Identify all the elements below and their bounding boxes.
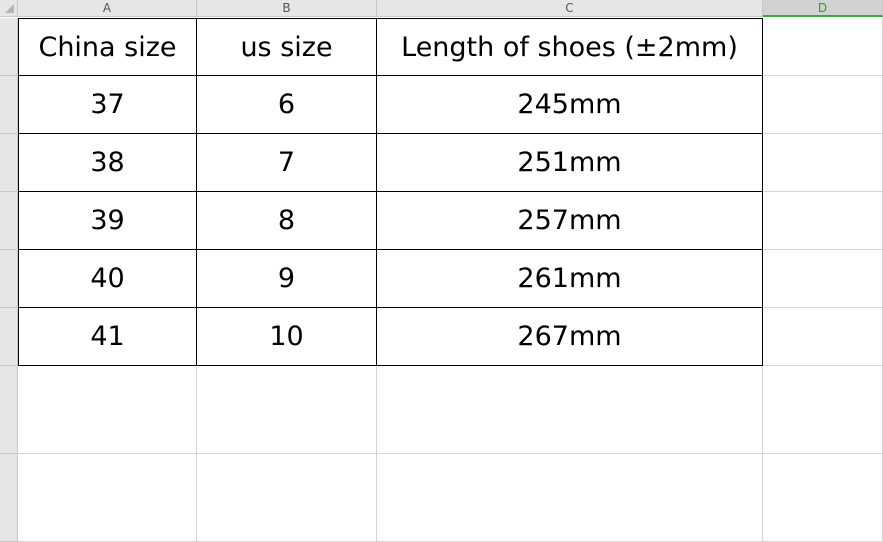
table-cell[interactable]: 39 xyxy=(18,192,197,250)
row-header-5[interactable]: 5 xyxy=(0,250,18,308)
empty-cell[interactable] xyxy=(763,454,883,542)
table-header-cell[interactable]: China size xyxy=(18,18,197,76)
table-cell[interactable]: 251mm xyxy=(377,134,763,192)
column-header-b[interactable]: B xyxy=(197,0,377,17)
empty-cell[interactable] xyxy=(197,366,377,454)
empty-cell[interactable] xyxy=(763,308,883,366)
empty-cell[interactable] xyxy=(197,454,377,542)
empty-cell[interactable] xyxy=(763,192,883,250)
row-header-7[interactable]: 7 xyxy=(0,366,18,454)
select-all-button[interactable] xyxy=(0,0,18,17)
row-number: 5 xyxy=(0,272,6,286)
row-number: 1 xyxy=(0,40,6,54)
row-header-3[interactable]: 3 xyxy=(0,134,18,192)
table-cell[interactable]: 37 xyxy=(18,76,197,134)
empty-cell[interactable] xyxy=(763,76,883,134)
empty-cell[interactable] xyxy=(377,366,763,454)
table-cell[interactable]: 40 xyxy=(18,250,197,308)
empty-cell[interactable] xyxy=(18,366,197,454)
column-header-a[interactable]: A xyxy=(18,0,197,17)
table-cell[interactable]: 6 xyxy=(197,76,377,134)
row-number: 6 xyxy=(0,330,6,344)
row-header-6[interactable]: 6 xyxy=(0,308,18,366)
table-cell[interactable]: 41 xyxy=(18,308,197,366)
table-cell[interactable]: 261mm xyxy=(377,250,763,308)
table-cell[interactable]: 10 xyxy=(197,308,377,366)
table-cell[interactable]: 38 xyxy=(18,134,197,192)
table-header-cell[interactable]: us size xyxy=(197,18,377,76)
empty-cell[interactable] xyxy=(763,18,883,76)
row-header-8[interactable]: 8 xyxy=(0,454,18,542)
row-header-2[interactable]: 2 xyxy=(0,76,18,134)
empty-cell[interactable] xyxy=(763,134,883,192)
row-header-4[interactable]: 4 xyxy=(0,192,18,250)
empty-cell[interactable] xyxy=(18,454,197,542)
row-number: 2 xyxy=(0,98,6,112)
table-header-cell[interactable]: Length of shoes (±2mm) xyxy=(377,18,763,76)
table-cell[interactable]: 7 xyxy=(197,134,377,192)
empty-cell[interactable] xyxy=(377,454,763,542)
row-number: 3 xyxy=(0,156,6,170)
table-cell[interactable]: 245mm xyxy=(377,76,763,134)
row-number: 7 xyxy=(0,403,6,417)
row-header-1[interactable]: 1 xyxy=(0,18,18,76)
table-cell[interactable]: 267mm xyxy=(377,308,763,366)
table-cell[interactable]: 8 xyxy=(197,192,377,250)
empty-cell[interactable] xyxy=(763,366,883,454)
table-cell[interactable]: 9 xyxy=(197,250,377,308)
column-header-c[interactable]: C xyxy=(377,0,763,17)
empty-cell[interactable] xyxy=(763,250,883,308)
table-cell[interactable]: 257mm xyxy=(377,192,763,250)
column-header-d[interactable]: D xyxy=(763,0,883,17)
row-number: 8 xyxy=(0,491,6,505)
row-number: 4 xyxy=(0,214,6,228)
